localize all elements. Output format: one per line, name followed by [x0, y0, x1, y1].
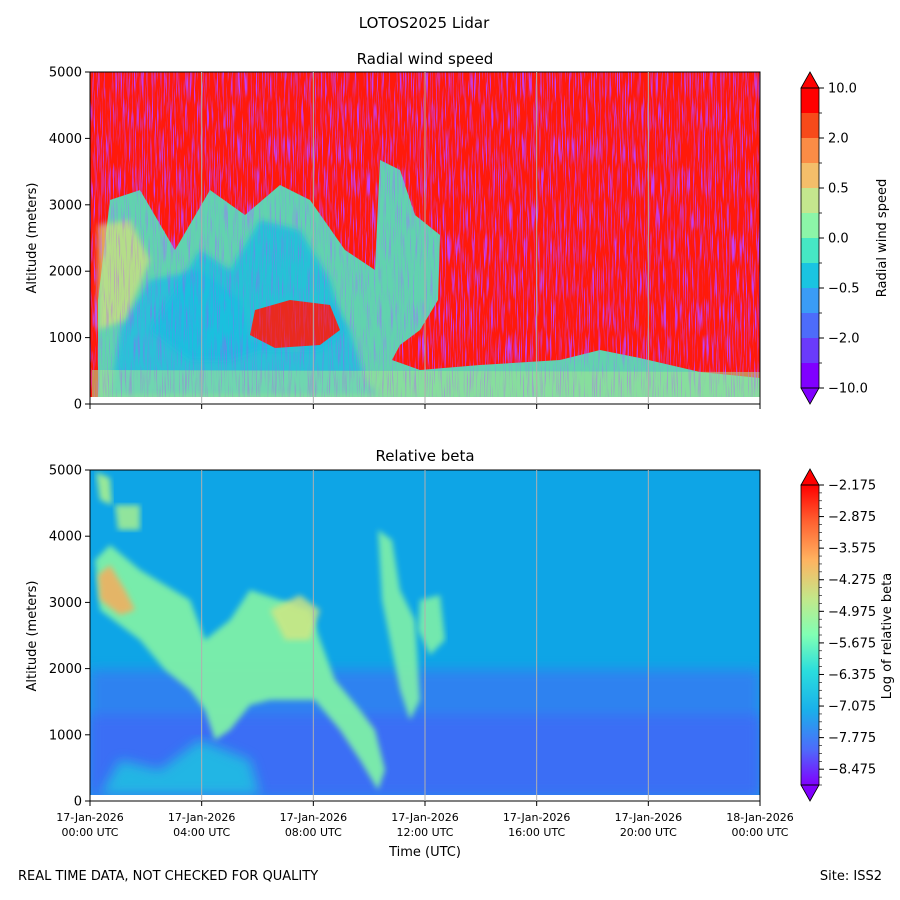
- ytick-label: 2000: [49, 662, 82, 677]
- ytick-label: 3000: [49, 596, 82, 611]
- xtick-time-label: 12:00 UTC: [396, 826, 453, 839]
- relative-beta-xticks: 17-Jan-2026 00:00 UTC 17-Jan-2026 04:00 UTC…: [56, 801, 794, 839]
- colorbar-tick-label: 10.0: [828, 82, 857, 97]
- radial-wind-plot: Radial wind speed 010002000300040005000 …: [25, 50, 890, 413]
- relative-beta-ylabel: Altitude (meters): [25, 581, 40, 692]
- ytick-label: 1000: [49, 331, 82, 346]
- ytick-label: 5000: [49, 66, 82, 81]
- x-axis-label: Time (UTC): [388, 845, 461, 860]
- radial-wind-colorbar-label: Radial wind speed: [875, 179, 890, 297]
- radial-wind-title: Radial wind speed: [357, 50, 494, 68]
- ytick-label: 0: [74, 795, 82, 810]
- colorbar-extend-min: [800, 387, 820, 405]
- ytick-label: 4000: [49, 530, 82, 545]
- radial-wind-gridlines: [201, 72, 649, 404]
- colorbar-band: [801, 238, 819, 264]
- figure-title: LOTOS2025 Lidar: [358, 14, 490, 32]
- relative-beta-colorbar: −2.175 −2.875 −3.575 −4.275 −4.975 −5.675 −6.3…: [800, 468, 895, 802]
- footer-site: Site: ISS2: [819, 869, 882, 884]
- xtick-time-label: 00:00 UTC: [731, 826, 788, 839]
- colorbar-band: [801, 363, 819, 389]
- colorbar-tick-label: −3.575: [828, 542, 876, 557]
- ytick-label: 0: [74, 398, 82, 413]
- colorbar-extend-max: [800, 71, 820, 89]
- xtick-date-label: 17-Jan-2026: [503, 811, 571, 824]
- ytick-label: 5000: [49, 464, 82, 479]
- colorbar-tick-label: −2.0: [828, 332, 860, 347]
- relative-beta-title: Relative beta: [375, 447, 474, 465]
- footer-quality-note: REAL TIME DATA, NOT CHECKED FOR QUALITY: [18, 869, 319, 884]
- radial-wind-ylabel: Altitude (meters): [25, 183, 40, 294]
- colorbar-band: [801, 213, 819, 239]
- colorbar-band: [801, 113, 819, 139]
- ytick-label: 1000: [49, 728, 82, 743]
- xtick-date-label: 17-Jan-2026: [168, 811, 236, 824]
- xtick-date-label: 17-Jan-2026: [280, 811, 348, 824]
- colorbar-band: [801, 288, 819, 314]
- colorbar-band: [801, 188, 819, 214]
- colorbar-tick-label: −2.875: [828, 510, 876, 525]
- colorbar-tick-label: −0.5: [828, 282, 860, 297]
- colorbar-band: [801, 313, 819, 339]
- xtick-time-label: 16:00 UTC: [508, 826, 565, 839]
- xtick-time-label: 04:00 UTC: [173, 826, 230, 839]
- xtick-date-label: 18-Jan-2026: [726, 811, 794, 824]
- colorbar-tick-label: 0.5: [828, 182, 849, 197]
- colorbar-tick-label: −7.775: [828, 731, 876, 746]
- colorbar-band: [801, 338, 819, 364]
- relative-beta-plot: Relative beta 0 1000 2000 3000 4000 5000 17-J…: [25, 447, 895, 860]
- colorbar-tick-label: −7.075: [828, 700, 876, 715]
- relative-beta-yticks: 0 1000 2000 3000 4000 5000: [49, 464, 90, 810]
- xtick-time-label: 00:00 UTC: [61, 826, 118, 839]
- ytick-label: 2000: [49, 265, 82, 280]
- colorbar-tick-label: −4.275: [828, 573, 876, 588]
- colorbar-tick-label: −10.0: [828, 382, 868, 397]
- radial-wind-colorbar: 10.0 2.0 0.5 0.0 −0.5 −2.0 −10.0 Radial wind s…: [800, 71, 890, 405]
- colorbar-extend-min: [800, 784, 820, 802]
- xtick-date-label: 17-Jan-2026: [615, 811, 683, 824]
- ytick-label: 4000: [49, 132, 82, 147]
- colorbar-tick-label: −4.975: [828, 605, 876, 620]
- colorbar-tick-label: −5.675: [828, 636, 876, 651]
- colorbar-band: [801, 138, 819, 164]
- colorbar-tick-label: 0.0: [828, 232, 849, 247]
- xtick-date-label: 17-Jan-2026: [391, 811, 459, 824]
- xtick-date-label: 17-Jan-2026: [56, 811, 124, 824]
- radial-wind-yticks: 0 1000 2000 3000 4000 5000: [49, 66, 90, 413]
- xtick-time-label: 20:00 UTC: [620, 826, 677, 839]
- colorbar-band: [801, 163, 819, 189]
- colorbar-tick-label: −2.175: [828, 479, 876, 494]
- relative-beta-colorbar-label: Log of relative beta: [880, 573, 895, 700]
- relative-beta-gridlines: [201, 470, 649, 801]
- radial-wind-xtick-marks: [89, 404, 761, 409]
- colorbar-tick-label: −6.375: [828, 668, 876, 683]
- ytick-label: 3000: [49, 198, 82, 213]
- colorbar-extend-max: [800, 468, 820, 486]
- colorbar-band: [801, 263, 819, 289]
- colorbar-tick-label: −8.475: [828, 763, 876, 778]
- colorbar-tick-label: 2.0: [828, 132, 849, 147]
- xtick-time-label: 08:00 UTC: [285, 826, 342, 839]
- colorbar-band: [801, 88, 819, 114]
